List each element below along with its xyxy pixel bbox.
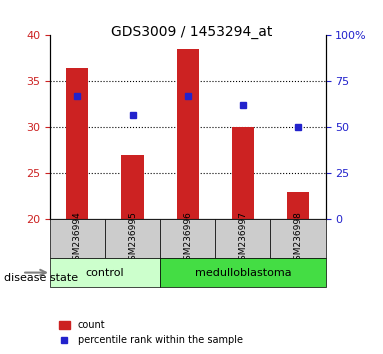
Text: GSM236996: GSM236996 (183, 211, 192, 267)
Bar (232, 127, 254, 219)
Text: GSM236997: GSM236997 (238, 211, 247, 267)
Bar (287, 192, 309, 219)
Bar (121, 155, 144, 219)
Bar (177, 49, 199, 219)
FancyBboxPatch shape (270, 219, 326, 258)
Bar (66, 68, 88, 219)
Legend: count, percentile rank within the sample: count, percentile rank within the sample (55, 316, 247, 349)
FancyBboxPatch shape (50, 258, 160, 287)
FancyBboxPatch shape (105, 219, 160, 258)
Text: disease state: disease state (4, 273, 78, 283)
Text: control: control (86, 268, 124, 278)
Text: GDS3009 / 1453294_at: GDS3009 / 1453294_at (111, 25, 272, 39)
FancyBboxPatch shape (215, 219, 270, 258)
FancyBboxPatch shape (160, 258, 326, 287)
Text: GSM236998: GSM236998 (293, 211, 303, 267)
FancyBboxPatch shape (160, 219, 215, 258)
Text: medulloblastoma: medulloblastoma (195, 268, 291, 278)
Text: GSM236994: GSM236994 (73, 212, 82, 266)
FancyBboxPatch shape (50, 219, 105, 258)
Text: GSM236995: GSM236995 (128, 211, 137, 267)
